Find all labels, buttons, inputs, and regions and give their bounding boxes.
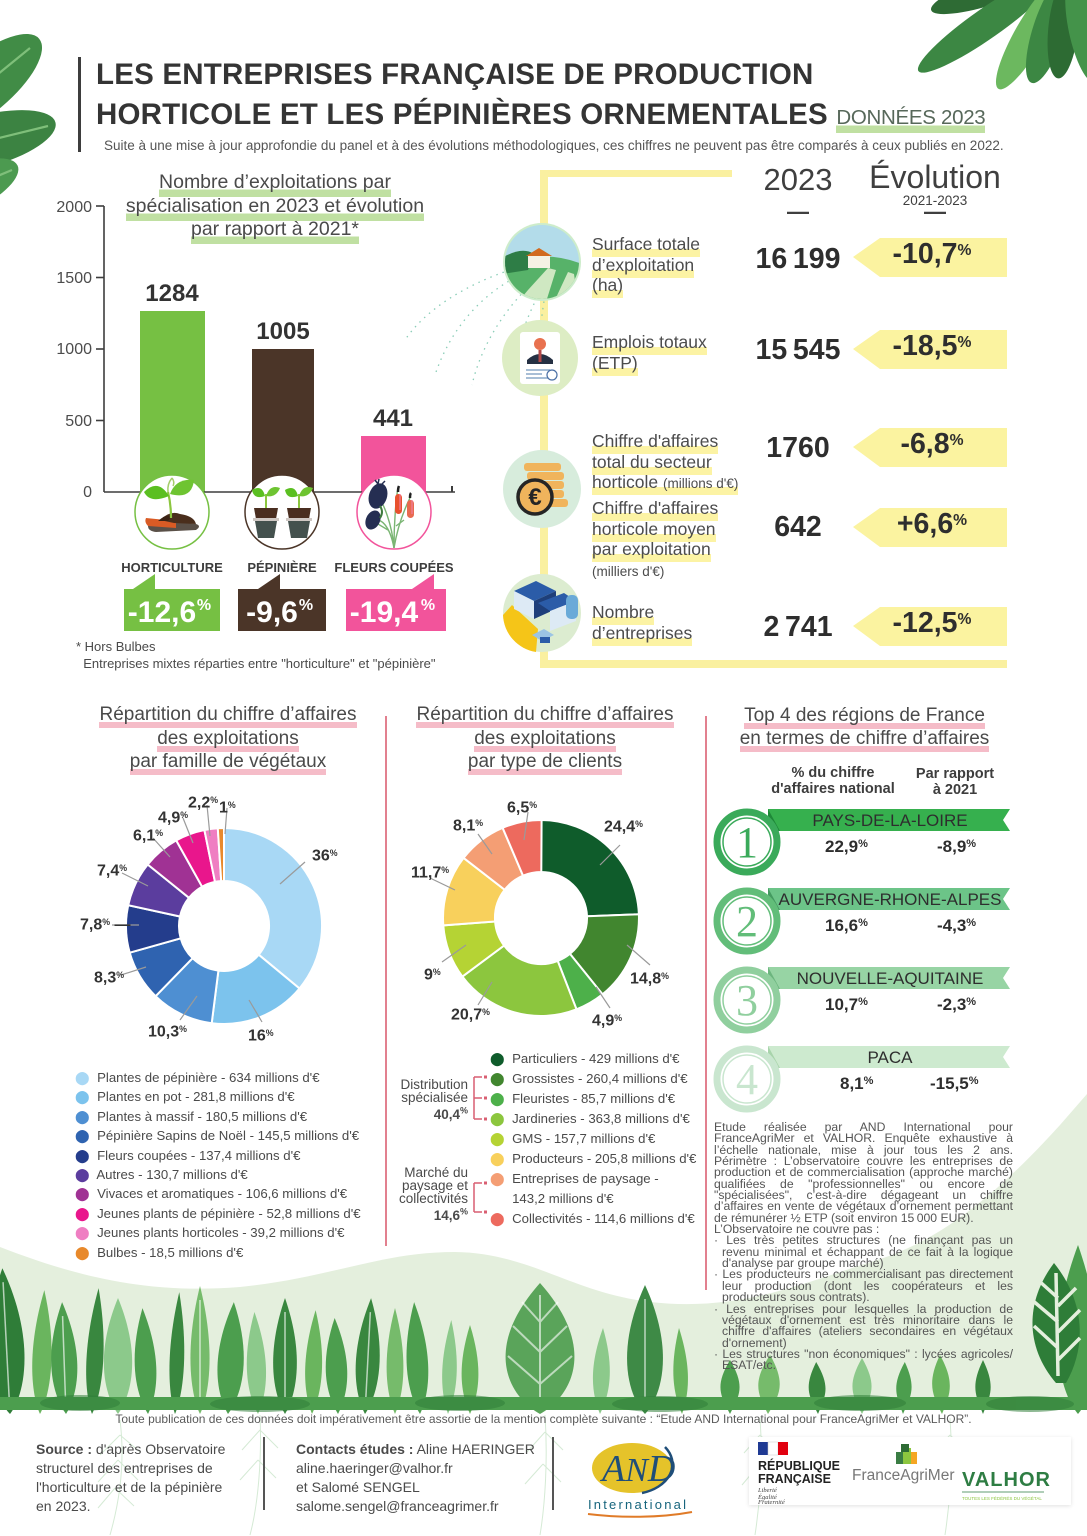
svg-text:€: € — [528, 484, 541, 511]
svg-text:%: % — [197, 597, 211, 614]
svg-text:-19,4: -19,4 — [350, 596, 419, 629]
svg-text:-2,3%: -2,3% — [937, 995, 976, 1014]
svg-text:FLEURS COUPÉES: FLEURS COUPÉES — [334, 560, 454, 575]
svg-text:1005: 1005 — [256, 318, 309, 345]
svg-text:0: 0 — [83, 484, 92, 501]
svg-text:HORTICULTURE: HORTICULTURE — [121, 560, 223, 575]
svg-text:10,7%: 10,7% — [825, 995, 868, 1014]
svg-text:3: 3 — [736, 976, 758, 1025]
svg-text:PÉPINIÈRE: PÉPINIÈRE — [247, 560, 317, 575]
svg-text:-15,5%: -15,5% — [930, 1074, 979, 1093]
svg-text:-9,6: -9,6 — [246, 596, 298, 629]
svg-text:2: 2 — [736, 897, 758, 946]
svg-text:441: 441 — [373, 405, 413, 432]
svg-text:22,9%: 22,9% — [825, 837, 868, 856]
svg-text:2000: 2000 — [56, 199, 92, 216]
svg-text:FRANÇAISE: FRANÇAISE — [758, 1472, 831, 1486]
svg-text:NOUVELLE-AQUITAINE: NOUVELLE-AQUITAINE — [797, 969, 984, 988]
svg-text:16,6%: 16,6% — [825, 916, 868, 935]
svg-text:%: % — [421, 597, 435, 614]
svg-text:FranceAgriMer: FranceAgriMer — [852, 1467, 955, 1484]
svg-text:RÉPUBLIQUE: RÉPUBLIQUE — [758, 1458, 840, 1473]
svg-text:%: % — [299, 597, 313, 614]
svg-text:Égalité: Égalité — [757, 1493, 778, 1501]
svg-text:PAYS-DE-LA-LOIRE: PAYS-DE-LA-LOIRE — [812, 811, 967, 830]
svg-text:Liberté: Liberté — [757, 1487, 778, 1494]
svg-text:Fraternité: Fraternité — [757, 1499, 786, 1504]
svg-text:-8,9%: -8,9% — [937, 837, 976, 856]
svg-text:1000: 1000 — [56, 341, 92, 358]
svg-text:-12,6: -12,6 — [128, 596, 196, 629]
svg-text:TOUTES LES FÉDÉRÉS DU VÉGÉTAL: TOUTES LES FÉDÉRÉS DU VÉGÉTAL — [962, 1495, 1042, 1501]
svg-text:500: 500 — [65, 413, 92, 430]
svg-text:1500: 1500 — [56, 270, 92, 287]
svg-text:4: 4 — [736, 1055, 758, 1104]
svg-text:8,1%: 8,1% — [840, 1074, 874, 1093]
svg-text:VALHOR: VALHOR — [962, 1469, 1051, 1491]
svg-text:1: 1 — [736, 818, 758, 867]
svg-text:PACA: PACA — [867, 1048, 913, 1067]
svg-text:International: International — [588, 1497, 688, 1512]
svg-text:1284: 1284 — [145, 280, 199, 307]
svg-text:AUVERGNE-RHONE-ALPES: AUVERGNE-RHONE-ALPES — [779, 890, 1002, 909]
svg-text:-4,3%: -4,3% — [937, 916, 976, 935]
